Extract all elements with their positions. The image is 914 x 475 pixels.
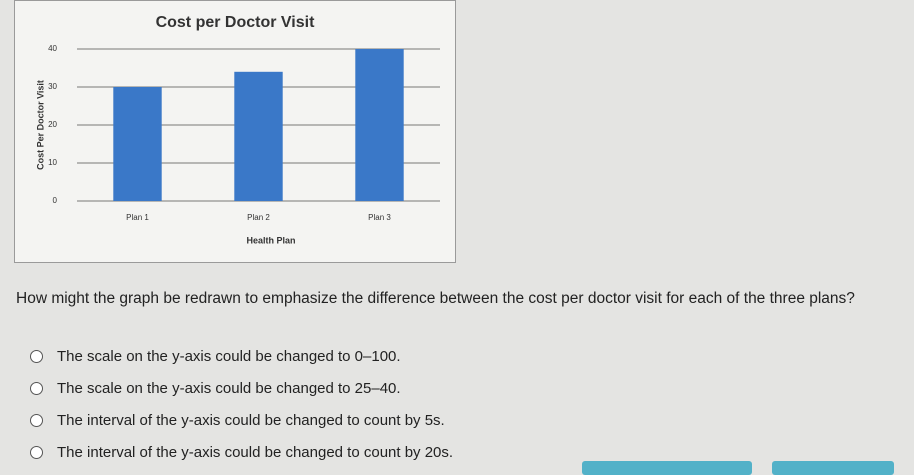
y-tick-label: 40: [48, 44, 57, 53]
option-text: The scale on the y-axis could be changed…: [57, 380, 401, 397]
option[interactable]: The scale on the y-axis could be changed…: [30, 380, 401, 397]
bar: [113, 87, 162, 201]
x-axis-label: Health Plan: [246, 235, 295, 245]
y-tick-label: 10: [48, 158, 57, 167]
bar: [355, 49, 404, 201]
y-tick-label: 0: [53, 196, 58, 205]
radio-button[interactable]: [30, 382, 43, 395]
question: How might the graph be redrawn to emphas…: [16, 290, 855, 307]
radio-button[interactable]: [30, 446, 43, 459]
x-tick-label: Plan 2: [247, 213, 270, 222]
y-axis-label: Cost Per Doctor Visit: [35, 80, 45, 170]
x-tick-label: Plan 3: [368, 213, 391, 222]
button[interactable]: [582, 461, 752, 475]
option-text: The interval of the y-axis could be chan…: [57, 412, 445, 429]
chart: Cost per Doctor Visit Health Plan Cost P…: [14, 0, 456, 263]
option[interactable]: The scale on the y-axis could be changed…: [30, 348, 401, 365]
button[interactable]: [772, 461, 894, 475]
option[interactable]: The interval of the y-axis could be chan…: [30, 412, 445, 429]
radio-button[interactable]: [30, 350, 43, 363]
y-tick-label: 20: [48, 120, 57, 129]
option[interactable]: The interval of the y-axis could be chan…: [30, 444, 453, 461]
y-tick-label: 30: [48, 82, 57, 91]
radio-button[interactable]: [30, 414, 43, 427]
bar: [234, 71, 283, 201]
option-text: The scale on the y-axis could be changed…: [57, 348, 401, 365]
x-tick-label: Plan 1: [126, 213, 149, 222]
option-text: The interval of the y-axis could be chan…: [57, 444, 454, 461]
chart-title: Cost per Doctor Visit: [156, 14, 316, 31]
